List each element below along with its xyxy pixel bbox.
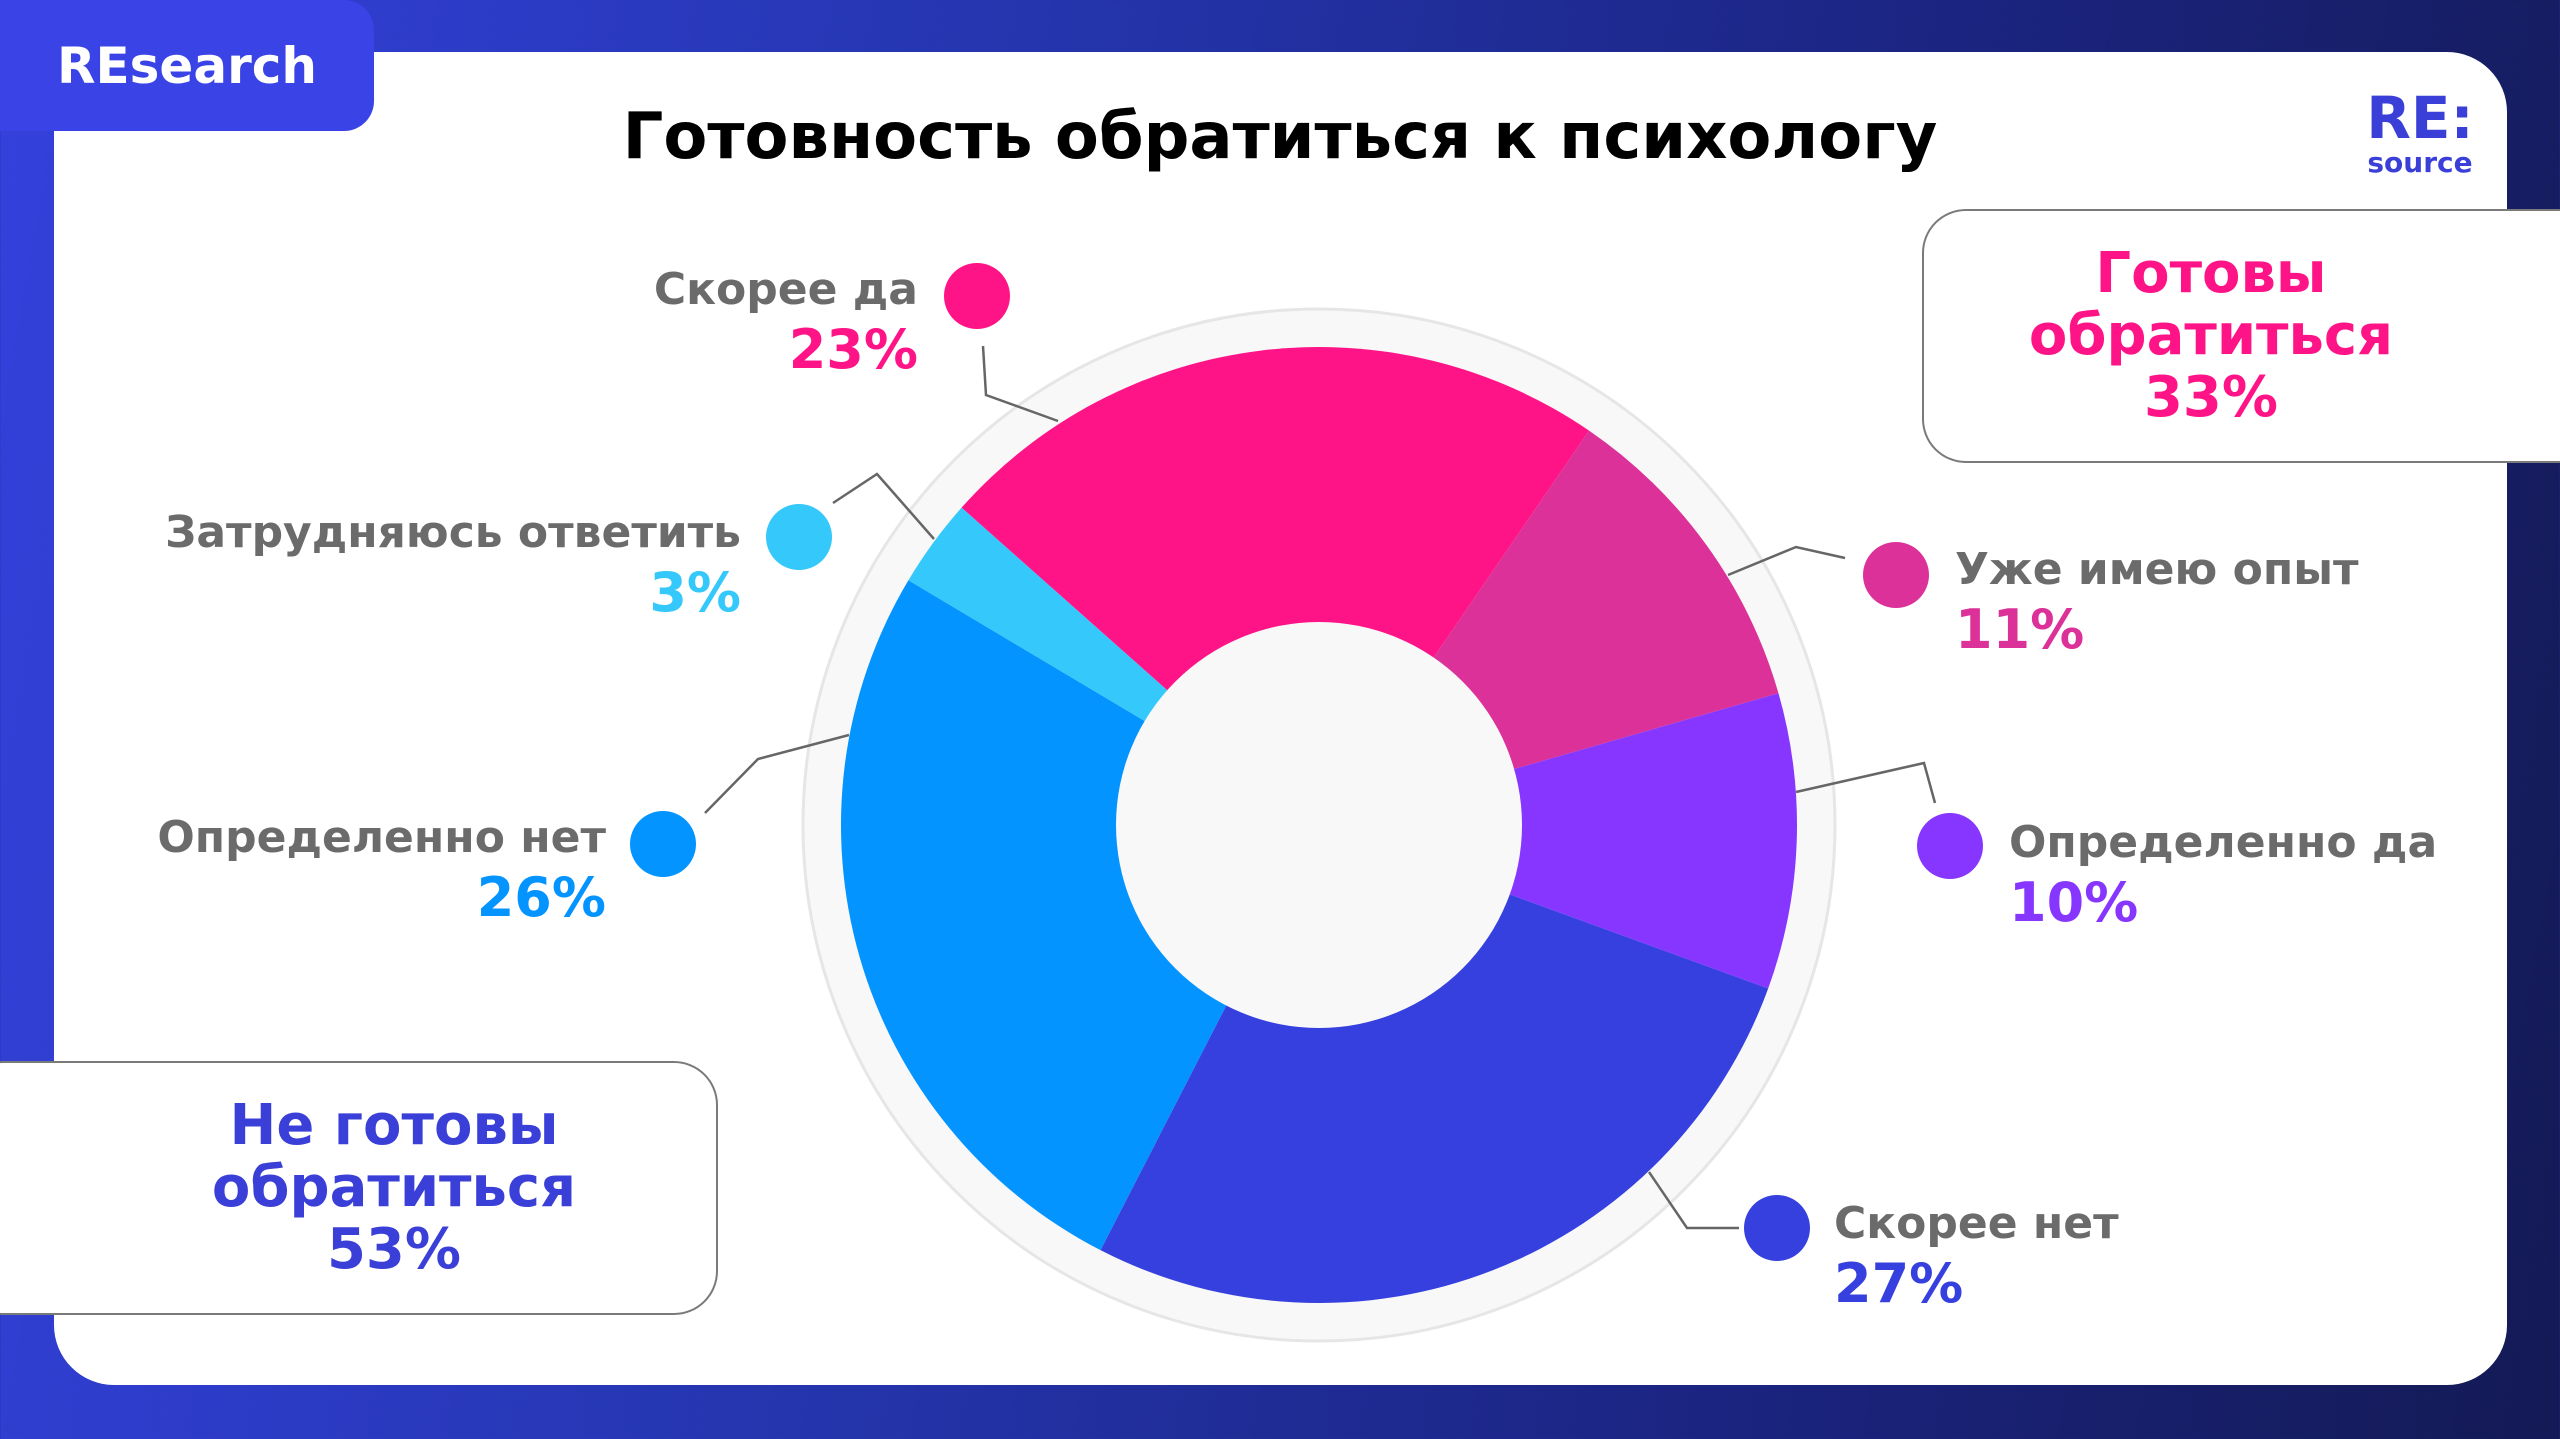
leader-line-5 bbox=[832, 472, 935, 540]
chart-title: Готовность обратиться к психологу bbox=[622, 100, 1938, 174]
slice-percent: 11% bbox=[1955, 598, 2085, 661]
slice-label-0: Скорее да 23% bbox=[654, 262, 918, 382]
leader-line-2 bbox=[1795, 761, 1937, 804]
legend-dot-3 bbox=[1744, 1195, 1810, 1261]
slice-percent: 27% bbox=[1834, 1252, 1964, 1315]
resource-logo: RE: source bbox=[2365, 88, 2475, 178]
slice-name: Определенно да bbox=[2009, 817, 2438, 868]
legend-dot-1 bbox=[1863, 542, 1929, 608]
slice-name: Скорее да bbox=[653, 264, 918, 315]
leader-line-0 bbox=[981, 345, 1059, 423]
ready-line2: обратиться bbox=[2028, 303, 2394, 368]
slice-label-1: Уже имею опыт 11% bbox=[1955, 542, 2359, 662]
slice-label-4: Определенно нет 26% bbox=[157, 810, 606, 930]
slice-name: Затрудняюсь ответить bbox=[165, 507, 741, 558]
legend-dot-0 bbox=[944, 263, 1010, 329]
slice-percent: 26% bbox=[476, 866, 606, 929]
logo-top: RE: bbox=[2366, 84, 2474, 152]
leader-line-4 bbox=[704, 733, 850, 814]
donut-slice-2 bbox=[1319, 693, 1797, 989]
logo-bottom: source bbox=[2367, 146, 2473, 179]
not-ready-value: 53% bbox=[326, 1217, 462, 1282]
ready-group-box: Готовы обратиться 33% bbox=[1922, 209, 2560, 463]
slice-name: Уже имею опыт bbox=[1955, 544, 2359, 595]
leader-line-1 bbox=[1727, 545, 1846, 577]
slice-name: Скорее нет bbox=[1834, 1198, 2119, 1249]
legend-dot-2 bbox=[1917, 813, 1983, 879]
slice-name: Определенно нет bbox=[157, 812, 606, 863]
legend-dot-5 bbox=[766, 504, 832, 570]
slice-label-5: Затрудняюсь ответить 3% bbox=[165, 505, 741, 625]
not-ready-line1: Не готовы bbox=[229, 1093, 559, 1158]
research-badge: REsearch bbox=[0, 0, 374, 131]
not-ready-group-box: Не готовы обратиться 53% bbox=[0, 1061, 718, 1315]
slice-percent: 10% bbox=[2009, 871, 2139, 934]
slice-label-2: Определенно да 10% bbox=[2009, 815, 2437, 935]
slice-percent: 3% bbox=[649, 561, 741, 624]
legend-dot-4 bbox=[630, 811, 696, 877]
donut-slice-0 bbox=[961, 346, 1590, 825]
leader-line-3 bbox=[1647, 1171, 1739, 1230]
donut-slice-4 bbox=[840, 580, 1319, 1251]
donut-hole bbox=[1116, 622, 1522, 1028]
ready-line1: Готовы bbox=[2095, 241, 2327, 306]
ready-value: 33% bbox=[2143, 365, 2279, 430]
slice-label-3: Скорее нет 27% bbox=[1834, 1196, 2119, 1316]
not-ready-line2: обратиться bbox=[211, 1155, 577, 1220]
slice-percent: 23% bbox=[788, 318, 918, 381]
